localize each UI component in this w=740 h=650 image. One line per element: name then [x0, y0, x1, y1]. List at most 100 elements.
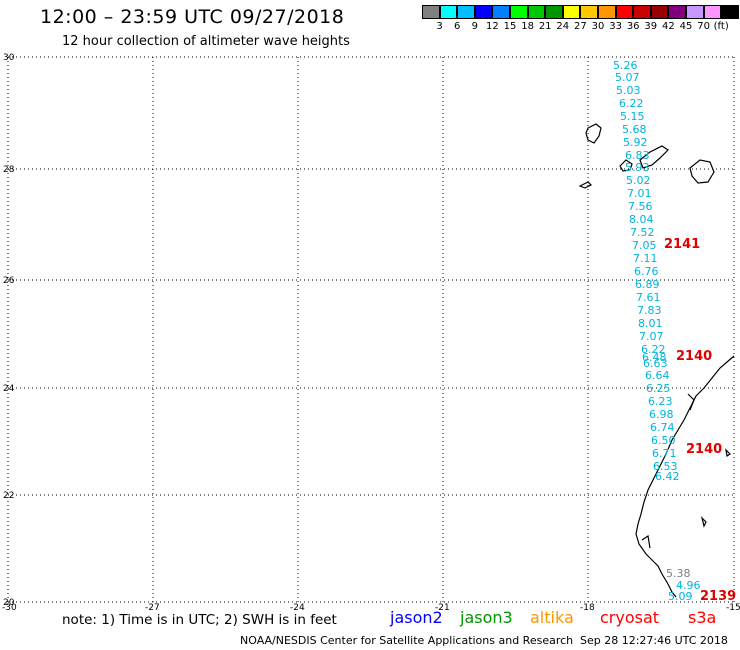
- y-tick-labels: 30 28 26 24 22 20: [3, 53, 15, 608]
- legend-swatch: [580, 5, 598, 19]
- legend-swatch: [509, 5, 528, 19]
- pass-number-label: 2140: [686, 442, 722, 457]
- legend-label: 12: [486, 21, 499, 32]
- legend-label: 42: [662, 21, 675, 32]
- wave-height-label: 6.83: [625, 149, 650, 162]
- y-tick-label: 20: [3, 598, 15, 608]
- pass-number-labels: 2141 2140 2140 2139: [664, 237, 736, 604]
- island-gran-canaria: [689, 159, 715, 184]
- legend-label: 30: [591, 21, 605, 32]
- coast-detail-2: [641, 534, 651, 549]
- legend-label: (ft): [713, 21, 729, 32]
- wave-height-label: 6.64: [645, 369, 670, 382]
- wave-height-label: 7.61: [636, 291, 661, 304]
- legend-label: 39: [644, 21, 658, 32]
- legend-swatch: [439, 5, 458, 19]
- legend-swatch: [562, 5, 581, 19]
- note-text: note: 1) Time is in UTC; 2) SWH is in fe…: [62, 612, 337, 628]
- island-tidra: [700, 516, 707, 528]
- island-el-hierro: [578, 181, 593, 189]
- wave-height-label: 7.11: [633, 252, 658, 265]
- wave-height-label: 7.05: [632, 239, 657, 252]
- wave-height-label: 5.09: [668, 590, 693, 603]
- wave-height-label: 6.74: [650, 421, 675, 434]
- color-legend: 3 6 9 12 15 18 21 24 27 30 33 36 39 42 45 70 (ft): [422, 5, 739, 33]
- wave-height-label: 5.93: [625, 161, 650, 174]
- wave-height-label: 5.15: [620, 110, 645, 123]
- legend-swatch: [703, 5, 722, 19]
- wave-height-label: 8.01: [638, 317, 663, 330]
- legend-swatch: [527, 5, 546, 19]
- legend-swatch: [650, 5, 669, 19]
- wave-height-label: 7.52: [630, 226, 655, 239]
- y-tick-label: 24: [3, 384, 15, 394]
- wave-height-label: 5.68: [622, 123, 647, 136]
- y-tick-label: 30: [3, 53, 15, 63]
- satellite-cryosat: cryosat: [600, 608, 660, 627]
- legend-label: 27: [574, 21, 587, 32]
- map-title: 12:00 – 23:59 UTC 09/27/2018: [40, 6, 345, 28]
- coast-marker: [725, 448, 731, 458]
- pass-number-label: 2141: [664, 237, 700, 252]
- wave-height-label: 5.02: [626, 174, 651, 187]
- wave-height-label: 7.56: [628, 200, 653, 213]
- wave-height-label: 7.07: [639, 330, 664, 343]
- x-tick-label: -24: [290, 603, 305, 613]
- legend-swatch: [615, 5, 634, 19]
- map-subtitle: 12 hour collection of altimeter wave hei…: [62, 34, 350, 49]
- y-tick-label: 26: [3, 276, 15, 286]
- wave-height-label: 6.42: [655, 470, 680, 483]
- wave-height-label: 6.23: [648, 395, 673, 408]
- wave-height-label: 6.89: [635, 278, 660, 291]
- map-grid: [7, 56, 735, 603]
- legend-label: 70: [697, 21, 710, 32]
- coast-detail-1: [687, 393, 695, 411]
- x-tick-label: -21: [435, 603, 450, 613]
- legend-labels: 3 6 9 12 15 18 21 24 27 30 33 36 39 42 45 70 (ft): [422, 19, 739, 33]
- legend-label: 33: [609, 21, 622, 32]
- wave-height-label: 5.03: [616, 84, 641, 97]
- x-tick-label: -15: [726, 603, 740, 613]
- legend-swatches: [422, 5, 739, 19]
- legend-swatch: [633, 5, 651, 19]
- wave-height-label: 5.92: [623, 136, 648, 149]
- wave-height-label: 5.26: [613, 59, 638, 72]
- legend-label: 36: [626, 21, 640, 32]
- legend-swatch: [597, 5, 616, 19]
- wave-height-label: 6.53: [653, 460, 678, 473]
- pass-number-label: 2140: [676, 349, 712, 364]
- credit-text: NOAA/NESDIS Center for Satellite Applica…: [240, 634, 574, 647]
- wave-height-label: 6.22: [619, 97, 644, 110]
- wave-height-label: 6.76: [634, 265, 659, 278]
- legend-swatch: [545, 5, 563, 19]
- wave-height-label: 4.96: [676, 579, 701, 592]
- timestamp-text: Sep 28 12:27:46 UTC 2018: [580, 634, 728, 647]
- x-tick-label: -27: [145, 603, 160, 613]
- wave-height-label: 6.98: [649, 408, 674, 421]
- wave-height-label: 6.50: [651, 434, 676, 447]
- legend-label: 21: [538, 21, 552, 32]
- legend-swatch: [474, 5, 493, 19]
- y-tick-label: 28: [3, 165, 15, 175]
- legend-label: 24: [556, 21, 570, 32]
- legend-label: 18: [521, 21, 534, 32]
- wave-height-label: 6.22: [641, 343, 666, 356]
- satellite-jason3: jason3: [460, 608, 513, 627]
- island-tenerife: [639, 145, 669, 169]
- wave-height-label: 8.04: [629, 213, 654, 226]
- legend-label: 45: [679, 21, 693, 32]
- legend-swatch: [457, 5, 475, 19]
- legend-label: 3: [436, 21, 443, 32]
- wave-height-label: 5.07: [615, 71, 640, 84]
- wave-height-label: 6.48: [642, 351, 667, 364]
- satellite-altika: altika: [530, 608, 574, 627]
- satellite-s3a: s3a: [688, 608, 717, 627]
- legend-label: 6: [454, 21, 461, 32]
- x-tick-labels: -30 -27 -24 -21 -18 -15: [2, 603, 740, 613]
- pass-number-label: 2139: [700, 589, 736, 604]
- legend-swatch: [668, 5, 686, 19]
- wave-height-label: 6.71: [652, 447, 677, 460]
- legend-swatch: [422, 5, 440, 19]
- island-la-palma: [585, 123, 602, 144]
- legend-label: 15: [503, 21, 517, 32]
